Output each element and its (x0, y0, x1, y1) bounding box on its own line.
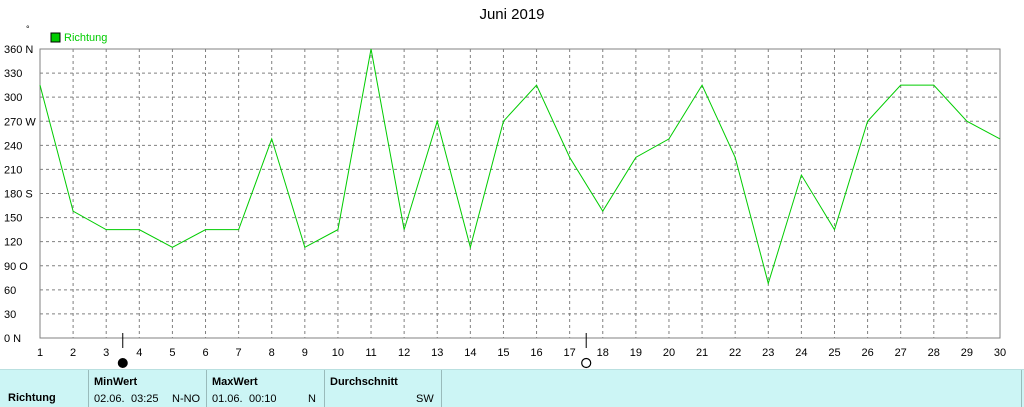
x-tick-label: 22 (729, 347, 741, 359)
y-tick-label: 360 N (4, 44, 33, 56)
x-tick-label: 16 (530, 347, 542, 359)
x-tick-label: 18 (597, 347, 609, 359)
x-tick-label: 1 (37, 347, 43, 359)
legend-label: Richtung (64, 32, 107, 44)
stats-divider (441, 370, 442, 407)
max-header: MaxWert (212, 376, 258, 388)
x-tick-label: 27 (895, 347, 907, 359)
x-tick-label: 30 (994, 347, 1006, 359)
stats-row-label: Richtung (8, 392, 56, 404)
x-tick-label: 13 (431, 347, 443, 359)
x-tick-label: 20 (663, 347, 675, 359)
y-tick-label: 210 (4, 164, 22, 176)
stats-divider (1021, 370, 1022, 407)
y-tick-label: 90 O (4, 261, 28, 273)
avg-header: Durchschnitt (330, 376, 398, 388)
max-value: N (308, 393, 316, 405)
stats-divider (324, 370, 325, 407)
legend-swatch (50, 32, 61, 43)
max-time: 00:10 (249, 393, 277, 405)
y-tick-label: 240 (4, 140, 22, 152)
y-tick-label: 180 S (4, 189, 33, 201)
x-tick-label: 28 (928, 347, 940, 359)
x-tick-label: 15 (497, 347, 509, 359)
new-moon-icon (117, 358, 128, 368)
y-tick-label: 270 W (4, 116, 36, 128)
x-tick-label: 11 (365, 347, 376, 359)
x-tick-label: 12 (398, 347, 410, 359)
y-tick-label: 60 (4, 285, 16, 297)
min-header: MinWert (94, 376, 138, 388)
x-tick-label: 10 (332, 347, 344, 359)
x-tick-label: 3 (103, 347, 109, 359)
x-tick-label: 26 (861, 347, 873, 359)
stats-divider (88, 370, 89, 407)
stats-bar: Richtung MinWert 02.06. 03:25 N-NO MaxWe… (0, 369, 1024, 407)
y-tick-label: 30 (4, 309, 16, 321)
x-tick-label: 25 (828, 347, 840, 359)
x-tick-label: 8 (269, 347, 275, 359)
x-tick-label: 9 (302, 347, 308, 359)
min-time: 03:25 (131, 393, 159, 405)
chart-title: Juni 2019 (479, 6, 545, 23)
x-tick-label: 7 (236, 347, 242, 359)
y-tick-label: 300 (4, 92, 22, 104)
x-tick-label: 21 (696, 347, 708, 359)
min-date: 02.06. (94, 393, 125, 405)
x-tick-label: 17 (564, 347, 576, 359)
avg-value: SW (416, 393, 434, 405)
x-tick-label: 4 (136, 347, 142, 359)
x-tick-label: 2 (70, 347, 76, 359)
x-tick-label: 6 (202, 347, 208, 359)
x-tick-label: 19 (630, 347, 642, 359)
x-tick-label: 14 (464, 347, 476, 359)
series-line (39, 48, 1001, 286)
x-tick-label: 5 (169, 347, 175, 359)
x-tick-label: 24 (795, 347, 807, 359)
x-tick-label: 23 (762, 347, 774, 359)
stats-divider (206, 370, 207, 407)
unit-mark: ° (26, 24, 30, 34)
max-date: 01.06. (212, 393, 243, 405)
y-tick-label: 120 (4, 237, 22, 249)
y-tick-label: 0 N (4, 333, 21, 345)
min-value: N-NO (172, 393, 201, 405)
y-tick-label: 330 (4, 68, 22, 80)
x-tick-label: 29 (961, 347, 973, 359)
full-moon-icon (581, 357, 592, 369)
y-tick-label: 150 (4, 213, 22, 225)
